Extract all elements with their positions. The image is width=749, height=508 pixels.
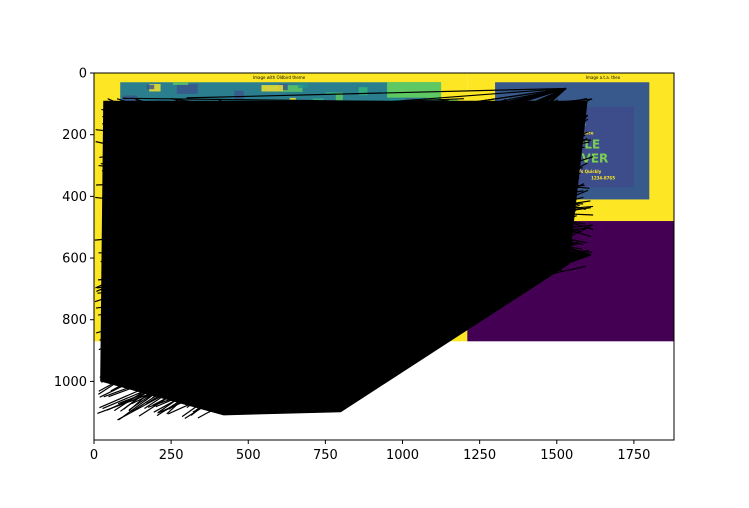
image-texture [358, 87, 368, 96]
panel-title: Image a.t.a. theo [586, 75, 621, 80]
x-tick-label: 750 [313, 448, 338, 463]
match-lines [94, 87, 594, 421]
image-texture [298, 83, 308, 89]
x-axis: 0 250 500 750 1000 1250 1500 1750 [90, 440, 650, 463]
thumbnail-code: 1234-8765 [591, 175, 615, 180]
y-tick-label: 200 [62, 128, 87, 143]
y-axis: 0 200 400 600 800 1000 [54, 67, 94, 390]
plot-area: B.C.Business ChoiceSTAPLEREMOVERRemove P… [94, 73, 674, 421]
axes-frame [93, 72, 675, 441]
image-texture [282, 85, 303, 92]
y-tick-label: 800 [62, 313, 87, 328]
match-line-core [100, 100, 588, 416]
image-texture [146, 84, 155, 90]
x-tick-label: 1750 [617, 448, 650, 463]
y-tick-label: 1000 [54, 375, 87, 390]
y-tick-label: 0 [79, 67, 87, 82]
image-texture [261, 85, 283, 92]
x-tick-label: 1000 [386, 448, 419, 463]
x-tick-label: 1250 [463, 448, 496, 463]
y-tick-label: 400 [62, 190, 87, 205]
image-texture [325, 92, 336, 95]
y-tick-label: 600 [62, 252, 87, 267]
x-tick-label: 0 [90, 448, 98, 463]
image-texture [278, 84, 288, 91]
image-texture [176, 84, 198, 94]
match-line [186, 87, 567, 99]
x-tick-label: 500 [236, 448, 261, 463]
image-texture [173, 82, 189, 85]
image-texture [387, 82, 442, 98]
x-tick-label: 1500 [540, 448, 573, 463]
image-texture [149, 84, 161, 92]
panel-titles: Image with Oldbird theme Image a.t.a. the… [253, 75, 621, 80]
image-texture [335, 92, 343, 103]
image-texture [234, 90, 244, 100]
panel-title: Image with Oldbird theme [253, 75, 306, 80]
x-tick-label: 250 [159, 448, 184, 463]
